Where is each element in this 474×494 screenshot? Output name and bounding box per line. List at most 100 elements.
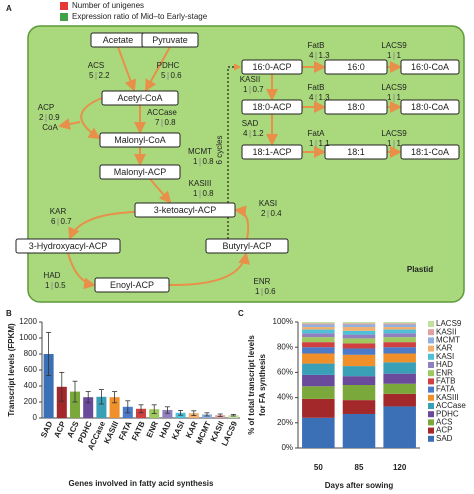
unigene-count: 1 <box>193 157 198 166</box>
node-label: 18:1-ACP <box>252 147 291 157</box>
panel-label: A <box>6 4 12 13</box>
bar-segment <box>302 327 335 330</box>
legend-swatch <box>428 419 434 426</box>
bar <box>96 396 107 418</box>
bar-segment <box>383 342 416 348</box>
unigene-count: 6 <box>51 217 56 226</box>
node-label: Enoyl-ACP <box>110 280 154 290</box>
node: Acetyl-CoA <box>101 90 179 106</box>
bar <box>83 397 94 418</box>
expression-ratio: 2.2 <box>99 71 111 80</box>
bar-segment <box>383 337 416 343</box>
enzyme-name: KASI <box>259 199 277 208</box>
node: 16:0-ACP <box>241 59 303 75</box>
legend-swatch <box>428 370 434 377</box>
enzyme-name: KASIII <box>189 179 212 188</box>
bar-segment <box>383 393 416 407</box>
legend-label: MCMT <box>436 336 460 345</box>
enzyme-name: ACS <box>88 61 104 70</box>
bar-segment <box>383 383 416 394</box>
bar <box>43 354 54 418</box>
enzyme-name: ACP <box>38 103 54 112</box>
legend-swatch <box>60 2 68 10</box>
y-tick-label: 60% <box>277 368 293 377</box>
legend-swatch <box>428 353 434 360</box>
y-tick-label: 100% <box>273 317 293 326</box>
node-box <box>99 164 181 180</box>
expression-ratio: 0.8 <box>203 189 215 198</box>
legend-swatch <box>428 386 434 393</box>
arrow <box>117 46 137 92</box>
enzyme-name: SAD <box>242 119 259 128</box>
enzyme-name: FatA <box>308 129 326 138</box>
node-box <box>141 32 199 48</box>
expression-ratio: 1.3 <box>319 51 331 60</box>
legend-label: FATB <box>436 377 455 386</box>
bar-segment <box>342 324 376 328</box>
enzyme-name: HAD <box>44 271 61 280</box>
node: 18:1 <box>324 144 388 160</box>
legend-swatch <box>428 378 434 385</box>
legend-label: Expression ratio of Mid–to Early-stage <box>72 12 208 21</box>
node-box <box>400 59 460 75</box>
bar <box>162 410 173 418</box>
expression-ratio: 0.9 <box>49 113 61 122</box>
legend-swatch <box>428 411 434 418</box>
node: Malonyl-ACP <box>99 164 181 180</box>
y-tick-label: 1000 <box>19 333 37 342</box>
arrow <box>145 46 171 92</box>
node: Butyryl-ACP <box>205 238 289 254</box>
legend-label: ACP <box>436 426 452 435</box>
y-tick-label: 1200 <box>19 317 37 326</box>
expression-ratio: 0.6 <box>265 287 277 296</box>
legend-label: ACCase <box>436 401 466 410</box>
node: 16:0-CoA <box>400 59 460 75</box>
bar-segment <box>342 400 376 414</box>
y-tick-label: 0 <box>33 413 38 422</box>
y-tick-label: 600 <box>24 365 38 374</box>
unigene-count: 5 <box>89 71 94 80</box>
node-label: 3-Hydroxyacyl-ACP <box>29 241 108 251</box>
node-box <box>241 144 303 160</box>
bar-segment <box>302 333 335 338</box>
node-box <box>205 238 289 254</box>
y-axis-title: for FA synthesis <box>258 353 267 415</box>
bar-segment <box>383 324 416 328</box>
node-label: 18:0 <box>347 102 365 112</box>
bar <box>69 391 81 418</box>
bar-segment <box>383 373 416 384</box>
x-tick-label: 85 <box>355 463 364 472</box>
bar-segment <box>383 323 416 325</box>
x-tick-label: KASI <box>170 420 186 441</box>
bar-segment <box>383 362 416 374</box>
node-label: 18:1-CoA <box>411 147 449 157</box>
legend-swatch <box>428 345 434 352</box>
arrow <box>58 118 81 130</box>
enzyme-name: ENR <box>254 277 271 286</box>
unigene-count: 1 <box>193 189 198 198</box>
node-label: 16:0-ACP <box>252 62 291 72</box>
bar <box>228 415 239 418</box>
enzyme-name: KASII <box>240 75 260 84</box>
legend-swatch <box>428 362 434 368</box>
bar-segment <box>302 323 335 325</box>
node-label: 16:0 <box>347 62 365 72</box>
node: 18:1-ACP <box>241 144 303 160</box>
node-label: Malonyl-CoA <box>114 135 166 145</box>
legend-label: ENR <box>436 368 453 377</box>
node-box <box>94 277 170 293</box>
unigene-count: 4 <box>309 51 314 60</box>
node: 16:0 <box>324 59 388 75</box>
enzyme-name: PDHC <box>157 61 180 70</box>
unigene-count: 1 <box>387 51 392 60</box>
bar <box>56 386 67 418</box>
legend-swatch <box>428 329 434 336</box>
bar-segment <box>342 385 376 401</box>
expression-ratio: 0.6 <box>171 71 183 80</box>
expression-ratio: 1.1 <box>319 139 331 148</box>
node-label: 3-ketoacyl-ACP <box>154 205 217 215</box>
bar-segment <box>342 354 376 367</box>
node-label: Pyruvate <box>152 35 188 45</box>
enzyme-name: LACS9 <box>381 83 407 92</box>
